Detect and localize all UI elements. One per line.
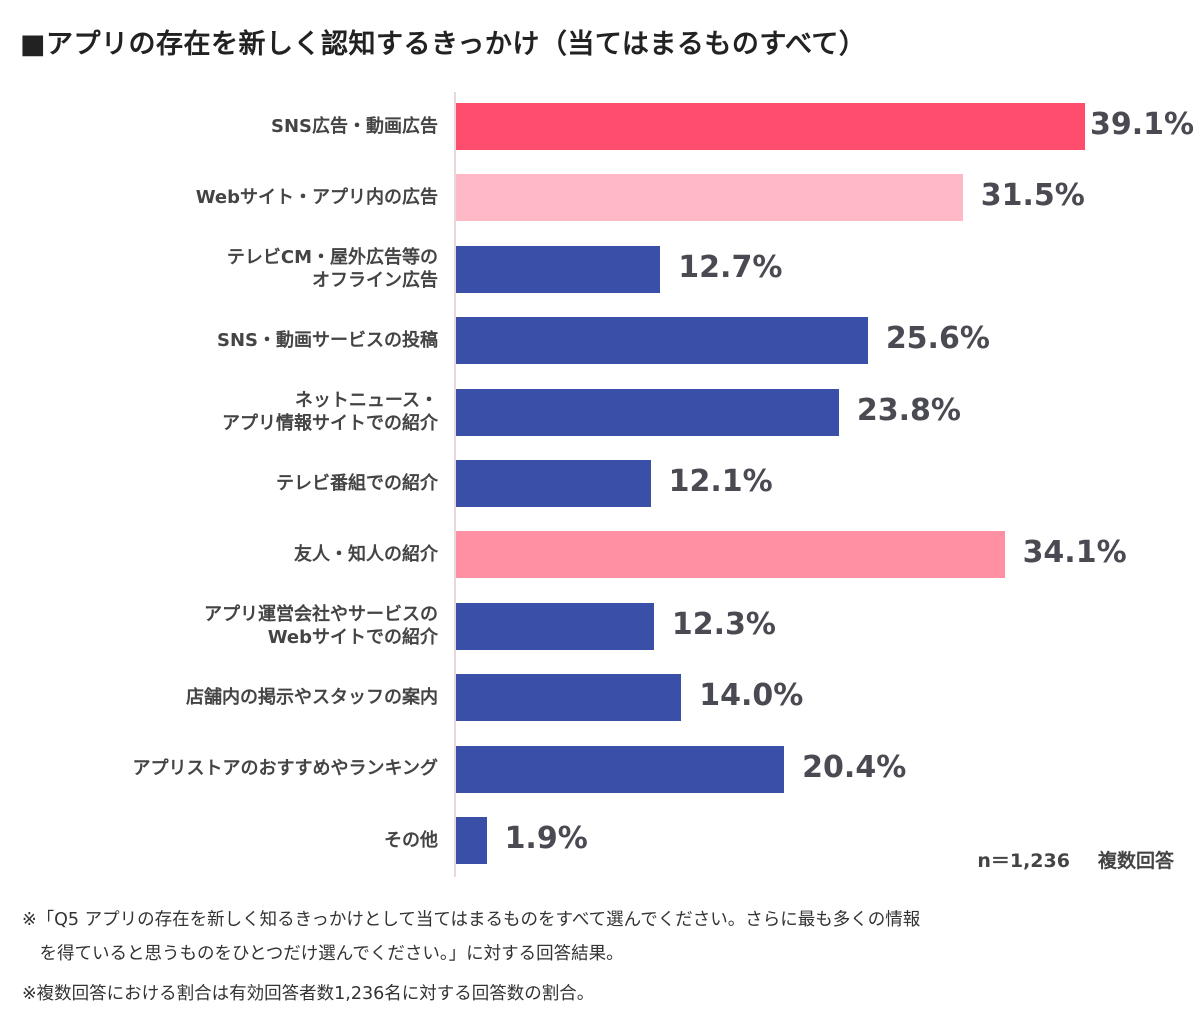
value-label: 34.1% — [1022, 535, 1127, 571]
category-label: SNS広告・動画広告 — [271, 115, 438, 137]
category-label: テレビ番組での紹介 — [276, 472, 438, 494]
value-label: 20.4% — [802, 749, 907, 785]
value-label: 12.7% — [678, 249, 783, 285]
footnote-2: を得ていると思うものをひとつだけ選んでください。」に対する回答結果。 — [22, 944, 624, 964]
category-label: その他 — [384, 829, 438, 851]
bar — [456, 103, 1085, 150]
value-label: 1.9% — [504, 821, 588, 856]
footnote-1: ※「Q5 アプリの存在を新しく知るきっかけとして当てはまるものをすべて選んでくだ… — [22, 910, 921, 930]
category-label: テレビCM・屋外広告等の オフライン広告 — [226, 246, 438, 291]
bar — [456, 388, 839, 436]
sample-note: n＝1,236 複数回答 — [977, 846, 1174, 873]
category-label: アプリストアのおすすめやランキング — [132, 758, 438, 780]
value-label: 25.6% — [885, 321, 990, 357]
value-label: 12.1% — [668, 464, 773, 499]
chart-title: ■アプリの存在を新しく認知するきっかけ（当てはまるものすべて） — [20, 29, 867, 60]
answer-type: 複数回答 — [1097, 850, 1174, 872]
footnote-3: ※複数回答における割合は有効回答者数1,236名に対する回答数の割合。 — [22, 984, 595, 1004]
y-axis-line — [454, 92, 456, 877]
bar — [456, 602, 654, 650]
value-label: 23.8% — [856, 392, 961, 428]
bar — [456, 674, 682, 722]
bar — [456, 245, 661, 293]
bar — [456, 317, 868, 365]
value-label: 31.5% — [980, 178, 1085, 214]
sample-size: n＝1,236 — [977, 850, 1070, 872]
value-label: 14.0% — [699, 678, 804, 714]
category-label: アプリ運営会社やサービスの Webサイトでの紹介 — [204, 603, 438, 648]
bar — [456, 531, 1005, 579]
value-label: 12.3% — [671, 606, 776, 642]
category-label: 友人・知人の紹介 — [294, 543, 438, 565]
category-label: SNS・動画サービスの投稿 — [217, 329, 438, 351]
bar — [456, 460, 651, 507]
value-label: 39.1% — [1090, 107, 1195, 142]
bar — [456, 174, 963, 222]
bar — [456, 817, 487, 864]
category-label: Webサイト・アプリ内の広告 — [195, 186, 438, 208]
bar — [456, 745, 785, 793]
category-label: ネットニュース・ アプリ情報サイトでの紹介 — [222, 389, 438, 434]
category-label: 店舗内の掲示やスタッフの案内 — [186, 686, 438, 708]
